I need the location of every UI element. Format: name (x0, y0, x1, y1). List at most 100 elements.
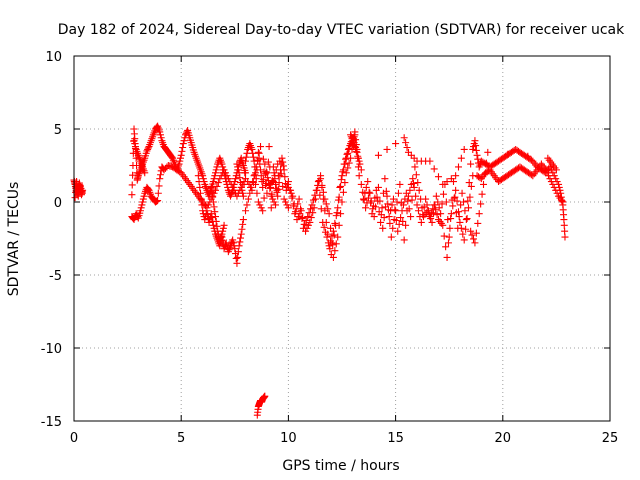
data-point (279, 162, 287, 170)
data-point (274, 160, 282, 168)
data-point (454, 224, 462, 232)
data-point (224, 175, 232, 183)
data-point (263, 189, 271, 197)
data-point (374, 197, 382, 205)
data-point (454, 163, 462, 171)
data-point (452, 186, 460, 194)
data-point (259, 155, 267, 163)
data-point (293, 216, 301, 224)
data-point (308, 201, 316, 209)
data-point (257, 172, 265, 180)
data-point (553, 189, 561, 197)
data-point (196, 189, 204, 197)
data-point (331, 219, 339, 227)
data-point (267, 204, 275, 212)
data-point (214, 179, 222, 187)
data-point (560, 221, 568, 229)
data-point (212, 213, 220, 221)
data-point (400, 134, 408, 142)
data-point (238, 186, 246, 194)
data-point (140, 192, 148, 200)
data-point (469, 235, 477, 243)
data-point (264, 174, 272, 182)
data-point (255, 149, 263, 157)
data-point (253, 189, 261, 197)
data-point (389, 195, 397, 203)
data-point (377, 218, 385, 226)
data-point (430, 165, 438, 173)
data-point (207, 183, 215, 191)
data-point (234, 163, 242, 171)
data-point (549, 180, 557, 188)
data-point (332, 212, 340, 220)
data-point (382, 187, 390, 195)
data-point (471, 239, 479, 247)
data-point (399, 217, 407, 225)
x-tick-label: 25 (602, 431, 619, 446)
data-point (259, 207, 267, 215)
y-tick-label: -15 (41, 415, 62, 430)
data-point (294, 213, 302, 221)
data-point (405, 205, 413, 213)
data-point (336, 183, 344, 191)
data-point (137, 204, 145, 212)
data-point (74, 192, 82, 200)
data-point (155, 182, 163, 190)
data-point (445, 233, 453, 241)
data-point (213, 222, 221, 230)
data-point (446, 224, 454, 232)
data-point (326, 245, 334, 253)
data-point (239, 220, 247, 228)
data-point (395, 220, 403, 228)
data-point (251, 171, 259, 179)
x-tick-label: 20 (495, 431, 512, 446)
data-point (406, 186, 414, 194)
data-point (352, 141, 360, 149)
data-point (338, 172, 346, 180)
data-point (332, 240, 340, 248)
data-point (212, 166, 220, 174)
data-point (437, 210, 445, 218)
data-point (211, 208, 219, 216)
data-point (232, 254, 240, 262)
data-point (241, 169, 249, 177)
data-point (552, 186, 560, 194)
data-point (273, 186, 281, 194)
data-point (385, 213, 393, 221)
data-point (480, 180, 488, 188)
data-point (311, 191, 319, 199)
data-point (387, 233, 395, 241)
data-point (359, 195, 367, 203)
data-point (452, 172, 460, 180)
data-point (465, 179, 473, 187)
data-point (307, 214, 315, 222)
data-point (168, 153, 176, 161)
data-point (301, 220, 309, 228)
data-point (414, 179, 422, 187)
data-point (471, 137, 479, 145)
data-point (320, 223, 328, 231)
data-point (481, 170, 489, 178)
data-point (353, 145, 361, 153)
data-point (411, 163, 419, 171)
data-point (234, 166, 242, 174)
data-point (249, 149, 257, 157)
data-point (242, 207, 250, 215)
data-point (317, 205, 325, 213)
data-point (561, 233, 569, 241)
data-point (261, 160, 269, 168)
data-point (468, 231, 476, 239)
data-point (461, 207, 469, 215)
y-tick-label: -5 (49, 269, 62, 284)
data-point (131, 143, 139, 151)
axis-ticks (73, 55, 611, 422)
data-point (547, 178, 555, 186)
data-point (205, 218, 213, 226)
data-point (369, 202, 377, 210)
data-point (207, 210, 215, 218)
data-point (415, 186, 423, 194)
plot-frame (73, 55, 611, 422)
data-point (245, 180, 253, 188)
data-point (216, 175, 224, 183)
data-point (252, 163, 260, 171)
